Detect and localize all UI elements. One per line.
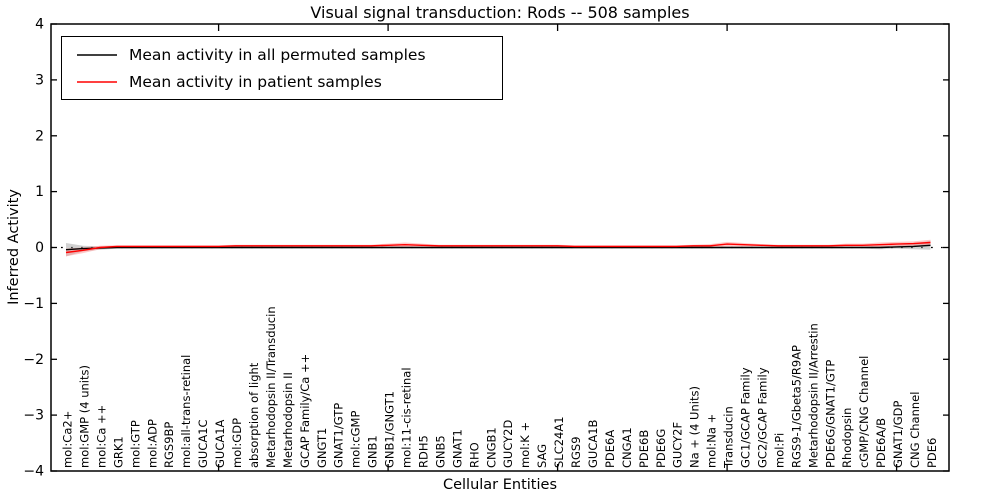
x-category-label: mol:GMP (4 units): [78, 365, 92, 468]
x-category-label: RGS9-1/Gbeta5/R9AP: [789, 345, 803, 468]
x-category-label: SAG: [535, 444, 549, 468]
x-category-label: cGMP/CNG Channel: [857, 356, 871, 468]
x-category-label: GC1/GCAP Family: [739, 367, 753, 468]
x-category-label: GRK1: [111, 436, 125, 468]
x-category-label: GUCA1C: [196, 419, 210, 468]
x-category-label: Metarhodopsin II/Arrestin: [806, 323, 820, 468]
y-tick-label: −1: [23, 296, 44, 312]
x-category-label: GNAT1/GTP: [332, 403, 346, 468]
x-category-label: absorption of light: [247, 362, 261, 468]
x-category-label: PDE6G/GNAT1/GTP: [823, 360, 837, 468]
x-category-label: CNGB1: [484, 427, 498, 468]
legend: Mean activity in all permuted samples Me…: [61, 36, 503, 100]
x-category-label: mol:11-cis-retinal: [400, 367, 414, 468]
x-category-label: mol:Ca2+: [61, 411, 75, 468]
x-category-label: RDH5: [417, 435, 431, 468]
x-category-label: mol:GTP: [128, 420, 142, 468]
x-category-label: PDE6A/B: [874, 418, 888, 468]
x-category-label: GNB1: [366, 435, 380, 468]
x-category-label: Na + (4 Units): [688, 386, 702, 468]
y-tick-label: −2: [23, 352, 44, 368]
y-tick-label: 0: [35, 240, 44, 256]
x-category-label: RGS9: [569, 436, 583, 468]
y-tick-label: 2: [35, 128, 44, 144]
x-category-label: Metarhodopsin II: [281, 372, 295, 468]
x-category-label: RGS9BP: [162, 422, 176, 468]
x-category-label: GNAT1: [450, 429, 464, 468]
legend-line-patient-icon: [77, 80, 117, 83]
band-permuted: [66, 240, 931, 257]
x-category-label: CNGA1: [620, 427, 634, 468]
x-category-label: PDE6: [925, 438, 939, 468]
x-category-label: Transducin: [722, 406, 736, 469]
x-category-label: mol:all-trans-retinal: [179, 355, 193, 468]
x-category-label: GC2/GCAP Family: [756, 367, 770, 468]
x-category-label: mol:K +: [518, 422, 532, 468]
x-category-label: mol:Ca ++: [94, 405, 108, 468]
x-category-label: GNB5: [433, 435, 447, 468]
x-category-label: Metarhodopsin II/Transducin: [264, 306, 278, 468]
chart-title: Visual signal transduction: Rods -- 508 …: [310, 3, 690, 22]
x-category-label: CNG Channel: [908, 392, 922, 468]
x-category-label: mol:cGMP: [349, 411, 363, 468]
x-axis-label: Cellular Entities: [442, 477, 558, 493]
legend-line-permuted-icon: [77, 53, 117, 56]
x-category-label: Rhodopsin: [840, 408, 854, 468]
y-tick-label: 4: [35, 17, 44, 33]
x-category-label: mol:ADP: [145, 419, 159, 468]
x-category-label: PDE6G: [654, 429, 668, 468]
x-category-label: GUCY2F: [671, 422, 685, 468]
x-category-label: GNGT1: [315, 428, 329, 468]
x-category-label: SLC24A1: [552, 416, 566, 468]
legend-label-patient: Mean activity in patient samples: [129, 72, 382, 91]
x-category-label: GNAT1/GDP: [891, 401, 905, 468]
x-category-label: GUCA1A: [213, 419, 227, 468]
x-category-label: GUCA1B: [586, 419, 600, 468]
legend-item-patient: Mean activity in patient samples: [62, 68, 502, 95]
x-category-label: mol:Pi: [772, 433, 786, 468]
band-patient: [66, 239, 931, 257]
series-line-permuted: [65, 244, 931, 251]
series-line-patient: [65, 241, 931, 254]
x-category-label: PDE6B: [637, 430, 651, 468]
legend-item-permuted: Mean activity in all permuted samples: [62, 41, 502, 68]
y-tick-label: −4: [23, 464, 44, 480]
x-category-label: GUCY2D: [501, 420, 515, 468]
x-category-label: RHO: [467, 442, 481, 468]
x-category-label: GNB1/GNGT1: [383, 391, 397, 468]
x-category-label: mol:Na +: [705, 414, 719, 468]
x-category-label: GCAP Family/Ca ++: [298, 354, 312, 468]
y-tick-label: 1: [35, 184, 44, 200]
x-category-label: mol:GDP: [230, 418, 244, 468]
y-tick-label: 3: [35, 72, 44, 88]
y-tick-label: −3: [23, 408, 44, 424]
legend-label-permuted: Mean activity in all permuted samples: [129, 45, 426, 64]
x-category-label: PDE6A: [603, 430, 617, 468]
